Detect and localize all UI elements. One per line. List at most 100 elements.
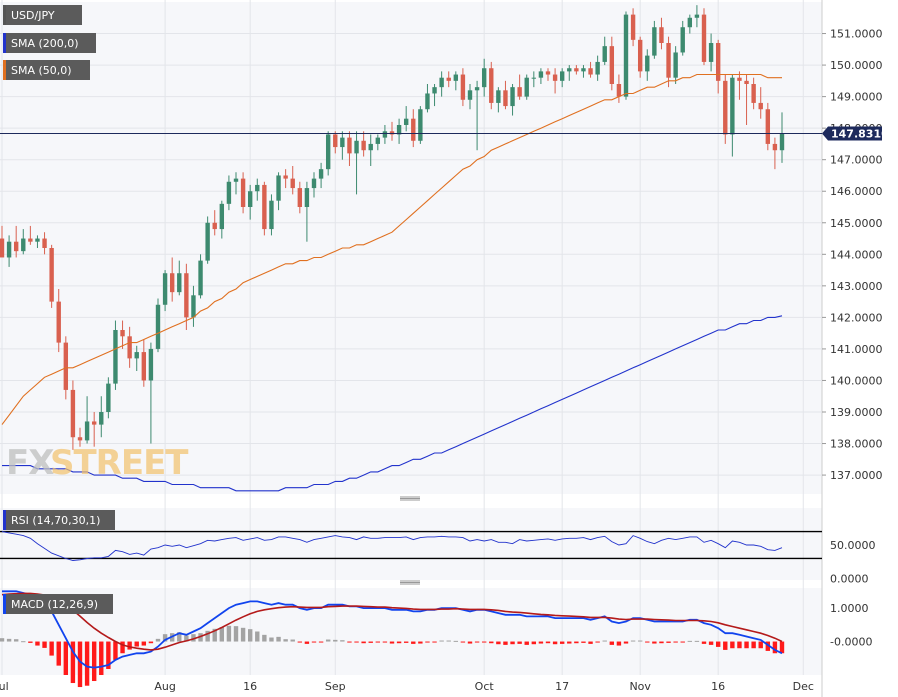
price-y-tick-label: 144.0000	[830, 248, 883, 261]
macd-histogram-bar	[779, 641, 785, 654]
candle-body	[70, 389, 76, 438]
macd-histogram-bar	[524, 641, 529, 645]
macd-histogram-bar	[382, 641, 388, 643]
macd-histogram-bar	[595, 641, 600, 643]
macd-histogram-bar	[588, 641, 593, 644]
macd-histogram-bar	[375, 641, 381, 643]
candle-body	[418, 109, 423, 141]
macd-histogram-bar	[630, 640, 636, 642]
candle-body	[283, 175, 288, 179]
macd-histogram-bar	[659, 641, 664, 644]
macd-histogram-bar	[155, 638, 161, 642]
price-y-tick-label: 143.0000	[830, 280, 883, 293]
candle-body	[687, 17, 693, 28]
candle-body	[297, 188, 303, 207]
macd-histogram-bar	[481, 641, 487, 643]
candle-body	[744, 80, 749, 84]
legend-sma50-label: SMA (50,0)	[11, 64, 72, 77]
price-y-tick-label: 151.0000	[830, 28, 883, 41]
candle-body	[169, 273, 175, 293]
legend-sma200-label: SMA (200,0)	[11, 37, 79, 50]
candle-body	[510, 87, 515, 107]
macd-histogram-bar	[737, 641, 742, 649]
legend-sma200-box	[3, 33, 96, 53]
macd-histogram-bar	[708, 641, 714, 645]
macd-histogram-bar	[751, 641, 756, 649]
macd-histogram-bar	[396, 641, 402, 644]
macd-histogram-bar	[84, 641, 90, 686]
macd-histogram-bar	[730, 641, 735, 649]
macd-histogram-bar	[723, 641, 728, 650]
candle-body	[779, 133, 785, 151]
candle-body	[184, 273, 189, 318]
legend-rsi-label: RSI (14,70,30,1)	[11, 514, 100, 527]
macd-histogram-bar	[460, 641, 466, 643]
legend-macd-swatch	[3, 594, 6, 614]
macd-histogram-bar	[35, 641, 40, 646]
price-y-tick-label: 146.0000	[830, 185, 883, 198]
candle-body	[503, 90, 508, 107]
candle-body	[262, 184, 267, 230]
panel-divider-1	[0, 580, 898, 585]
macd-histogram-bar	[269, 637, 274, 642]
candle-body	[333, 134, 338, 148]
candle-body	[148, 348, 154, 381]
price-y-tick-label: 137.0000	[830, 469, 883, 482]
macd-histogram-bar	[531, 641, 537, 645]
macd-histogram-bar	[545, 641, 551, 644]
macd-histogram-bar	[333, 639, 338, 642]
candle-body	[233, 178, 239, 182]
candle-body	[240, 178, 246, 207]
svg-text:STREET: STREET	[50, 443, 189, 483]
candle-body	[21, 238, 26, 252]
x-tick-label: Aug	[154, 680, 175, 693]
candle-body	[403, 118, 409, 125]
macd-histogram-bar	[552, 641, 558, 645]
macd-histogram-bar	[389, 641, 395, 644]
macd-histogram-bar	[205, 630, 210, 642]
candle-body	[708, 43, 714, 62]
macd-histogram-bar	[106, 641, 111, 669]
price-y-tick-label: 142.0000	[830, 311, 883, 324]
candle-body	[496, 90, 501, 103]
macd-histogram-bar	[559, 641, 565, 644]
macd-histogram-bar	[198, 633, 203, 642]
candle-body	[375, 137, 381, 144]
macd-histogram-bar	[354, 641, 359, 643]
macd-histogram-bar	[134, 641, 139, 647]
x-tick-label: Sep	[325, 680, 346, 693]
rsi-y-tick-label: 0.0000	[830, 573, 869, 586]
macd-histogram-bar	[70, 641, 76, 684]
candle-body	[361, 140, 366, 151]
candle-body	[730, 77, 735, 135]
legend-macd-box	[3, 594, 113, 614]
macd-histogram-bar	[581, 641, 586, 643]
macd-histogram-bar	[99, 641, 104, 675]
macd-histogram-bar	[120, 641, 125, 654]
legend-sma50-swatch	[3, 60, 6, 80]
candle-body	[453, 74, 459, 81]
macd-histogram-bar	[340, 640, 345, 642]
macd-histogram-bar	[467, 641, 473, 644]
price-y-tick-label: 139.0000	[830, 406, 883, 419]
candle-body	[545, 71, 551, 75]
candle-body	[481, 68, 487, 88]
candle-body	[347, 137, 352, 154]
candle-body	[6, 241, 12, 258]
candle-body	[35, 238, 40, 242]
candle-body	[219, 203, 225, 230]
candle-body	[226, 181, 232, 204]
macd-histogram-bar	[432, 641, 437, 643]
candle-body	[439, 77, 444, 88]
candle-body	[659, 27, 664, 43]
macd-histogram-bar	[297, 641, 303, 643]
candle-body	[13, 241, 19, 252]
candle-body	[340, 137, 345, 148]
candle-body	[325, 134, 331, 170]
candle-body	[28, 238, 33, 242]
candle-body	[694, 14, 700, 18]
candle-body	[474, 87, 480, 91]
x-tick-label: Nov	[629, 680, 651, 693]
candle-body	[177, 273, 182, 293]
